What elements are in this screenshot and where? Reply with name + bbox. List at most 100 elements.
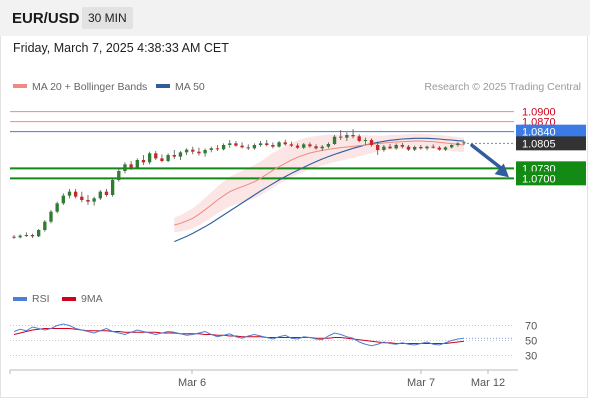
candle (357, 134, 361, 143)
candle (302, 143, 306, 149)
candle (160, 154, 164, 163)
level-label-1.0840: 1.0840 (522, 127, 556, 139)
candle (345, 132, 349, 141)
candle (98, 190, 102, 200)
level-label-1.0805: 1.0805 (522, 138, 556, 150)
candle (320, 145, 324, 151)
rsi-series-rsi (13, 323, 465, 347)
candle (92, 196, 96, 206)
candle (456, 142, 460, 147)
candle (363, 137, 368, 145)
candle (271, 142, 275, 149)
candle (209, 146, 213, 153)
instrument-title: EUR/USD (12, 10, 80, 27)
level-label-bg-1.0805 (516, 136, 586, 151)
candle (339, 130, 343, 140)
forecast-arrow-shaft (470, 143, 506, 173)
candle (265, 140, 269, 147)
candle (382, 145, 386, 152)
candle (110, 178, 115, 197)
candle (240, 142, 244, 149)
candle (443, 146, 448, 151)
level-label-1.0870: 1.0870 (522, 117, 556, 129)
candle (437, 146, 442, 151)
rsi-panel: 70 50 30 (10, 321, 537, 363)
candle (24, 232, 29, 237)
candle (258, 141, 263, 147)
candle (36, 229, 41, 237)
candle (431, 144, 435, 149)
rsi-tick-70: 70 (525, 321, 537, 333)
candle (406, 145, 411, 151)
forecast-arrow (470, 143, 509, 178)
candle (123, 162, 127, 174)
candle (376, 142, 380, 155)
candle (67, 189, 72, 199)
candle (61, 193, 65, 205)
x-label-1: Mar 7 (407, 377, 435, 389)
rsi-series-9ma (13, 328, 465, 344)
candle (246, 144, 250, 150)
candle (351, 129, 355, 139)
candle (449, 144, 454, 149)
rsi-ma-legend-label: 9MA (81, 293, 103, 305)
candle (184, 148, 189, 155)
candle (394, 143, 398, 150)
candle (308, 142, 312, 148)
x-label-0: Mar 6 (178, 377, 206, 389)
candle (104, 189, 109, 197)
candle (283, 139, 287, 146)
candle (18, 234, 22, 239)
credit-text: Research © 2025 Trading Central (424, 81, 581, 93)
candle (43, 220, 47, 232)
candle (289, 141, 294, 147)
ma20-legend-label: MA 20 + Bollinger Bands (32, 81, 147, 93)
level-label-bg-1.0840 (516, 124, 586, 139)
candle (191, 146, 195, 155)
x-label-2: Mar 12 (471, 377, 505, 389)
candle (135, 158, 139, 169)
candle (86, 195, 90, 205)
candle (369, 138, 374, 147)
rsi-ma-legend-swatch (62, 297, 76, 301)
ma50-line (174, 137, 465, 243)
candle (295, 143, 300, 149)
bollinger-bands (174, 133, 464, 233)
level-label-1.0900: 1.0900 (522, 107, 556, 119)
candlesticks (12, 129, 466, 239)
rsi-legend-label: RSI (32, 293, 50, 305)
level-label-bg-1.0700 (516, 171, 586, 186)
timeframe-badge[interactable]: 30 MIN (82, 7, 133, 29)
candle (221, 143, 226, 151)
candle (80, 191, 84, 203)
candle (30, 233, 35, 238)
x-axis: Mar 6 Mar 7 Mar 12 (9, 370, 505, 389)
candle (277, 141, 281, 148)
candle (147, 151, 152, 165)
candle (141, 155, 146, 165)
candle (73, 189, 78, 199)
moving-averages (174, 137, 465, 243)
candle (55, 201, 59, 214)
rsi-legend-swatch (13, 297, 27, 301)
rsi-tick-50: 50 (525, 336, 537, 348)
candle (326, 142, 331, 149)
rsi-tick-30: 30 (525, 351, 537, 363)
candle (12, 235, 16, 239)
bollinger-band-area (174, 133, 464, 233)
candle (413, 145, 417, 151)
forecast-arrow-head (494, 163, 509, 178)
candle (215, 145, 220, 151)
ma20-legend-swatch (13, 84, 27, 88)
candle (314, 144, 318, 150)
price-levels (10, 111, 514, 180)
candle (425, 145, 429, 151)
candle (388, 144, 392, 149)
candle (154, 151, 158, 160)
ma50-legend-swatch (156, 84, 170, 88)
candle (203, 148, 207, 157)
candle (117, 168, 121, 182)
candle (49, 210, 53, 224)
level-label-1.0700: 1.0700 (522, 173, 556, 185)
candle (419, 145, 423, 150)
